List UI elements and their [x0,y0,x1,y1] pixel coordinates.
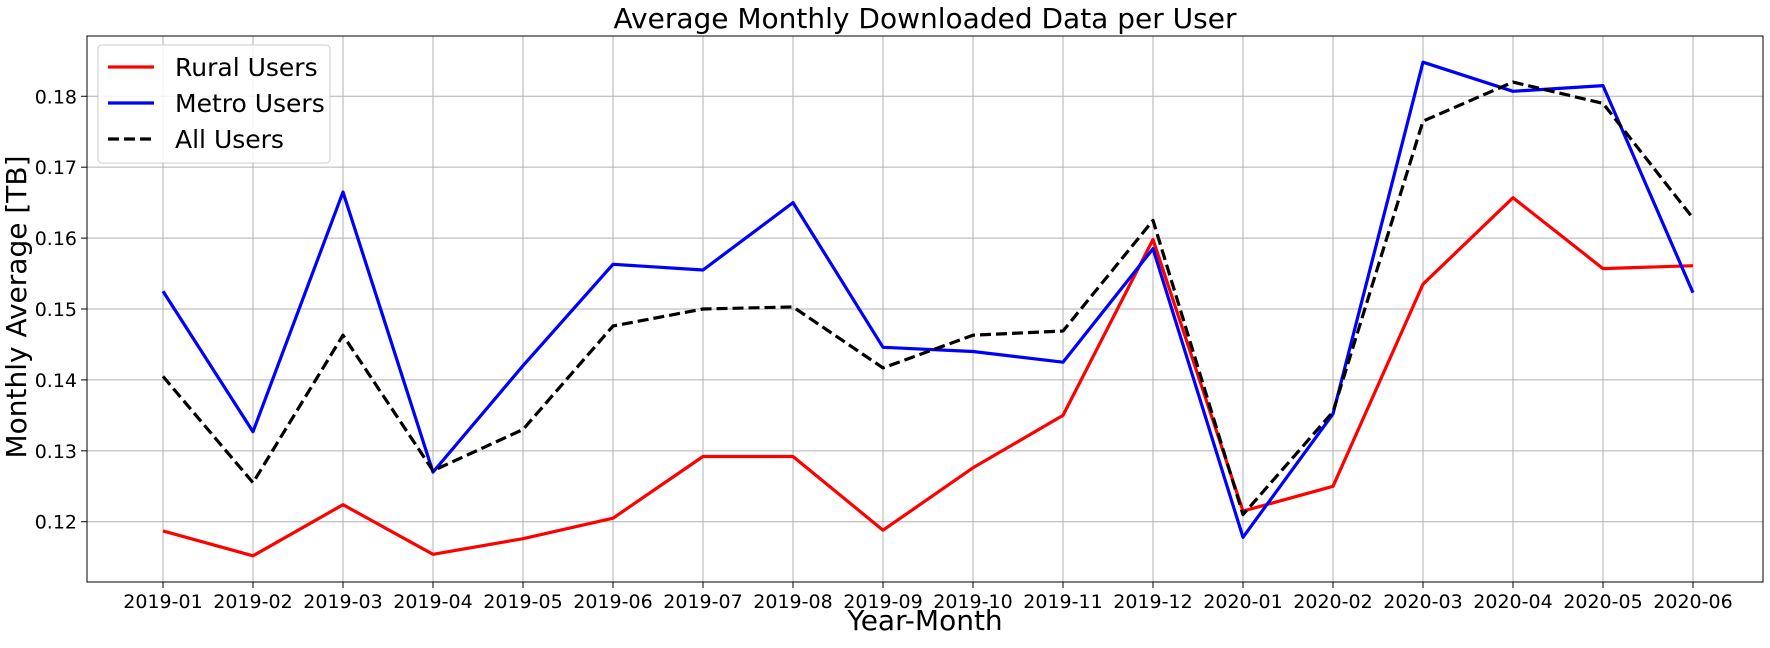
x-tick-label: 2020-04 [1473,591,1552,613]
y-tick-label: 0.12 [35,512,77,534]
x-tick-label: 2020-06 [1653,591,1732,613]
y-tick-label: 0.18 [35,86,77,108]
x-tick-label: 2019-09 [843,591,922,613]
x-axis-label: Year-Month [846,604,1002,637]
y-axis-label: Monthly Average [TB] [0,155,33,458]
x-tick-label: 2019-01 [123,591,202,613]
x-tick-label: 2019-11 [1023,591,1102,613]
grid-lines [87,36,1763,582]
legend-box [97,44,331,164]
y-tick-label: 0.15 [35,299,77,321]
y-tick-label: 0.14 [35,370,77,392]
x-tick-label: 2020-01 [1203,591,1282,613]
x-tick-label: 2019-03 [303,591,382,613]
series-line-metro-users [161,60,1695,539]
x-tick-label: 2019-12 [1113,591,1192,613]
legend-label: Rural Users [175,53,318,82]
x-tick-label: 2019-07 [663,591,742,613]
x-axis-ticks: 2019-01 2019-02 2019-03 2019-04 2019-05 2019-… [123,582,1733,613]
x-tick-label: 2019-04 [393,591,472,613]
x-tick-label: 2020-05 [1563,591,1642,613]
legend-label: All Users [175,125,284,154]
x-tick-label: 2019-10 [933,591,1012,613]
series-line-all-users [161,80,1695,517]
x-tick-label: 2019-06 [573,591,652,613]
y-tick-label: 0.17 [35,157,77,179]
x-tick-label: 2019-05 [483,591,562,613]
series-line-rural-users [162,196,1694,558]
y-axis-ticks: 0.12 0.13 0.14 0.15 0.16 0.17 0.18 [35,86,87,534]
series-lines [161,60,1695,558]
x-tick-label: 2020-03 [1383,591,1462,613]
x-tick-label: 2019-02 [213,591,292,613]
chart-title: Average Monthly Downloaded Data per User [614,2,1237,35]
x-tick-label: 2020-02 [1293,591,1372,613]
x-tick-label: 2019-08 [753,591,832,613]
legend-label: Metro Users [175,89,325,118]
y-tick-label: 0.13 [35,441,77,463]
legend: Rural Users Metro Users All Users [97,44,331,164]
y-tick-label: 0.16 [35,228,77,250]
